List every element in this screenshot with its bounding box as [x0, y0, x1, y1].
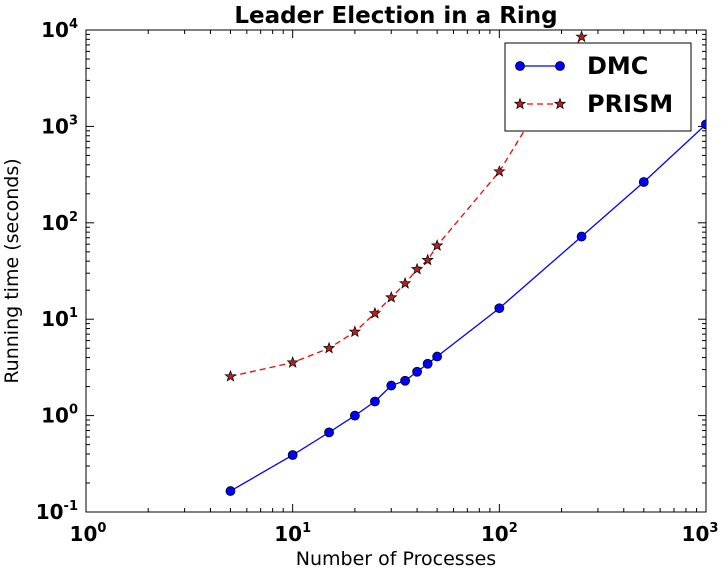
series-prism-point [385, 290, 398, 303]
y-tick-label: 10-1 [36, 499, 78, 524]
series-dmc-point [638, 177, 649, 187]
legend-dmc-marker-2 [555, 61, 565, 71]
legend-prism-marker-2 [553, 97, 567, 110]
series-dmc-line [230, 123, 706, 492]
series-dmc-point [701, 119, 706, 130]
series-dmc-point [370, 396, 380, 407]
y-tick-label: 100 [41, 403, 78, 428]
legend-prism-label: PRISM [587, 90, 673, 118]
y-tick-label: 102 [41, 210, 78, 235]
legend-dmc-label: DMC [587, 52, 648, 80]
series-dmc-point [412, 366, 422, 377]
series-dmc-point [422, 358, 433, 369]
y-tick-label: 101 [41, 306, 78, 331]
legend-prism-markers [513, 97, 567, 110]
series-dmc-point [324, 427, 334, 438]
series-prism-point [322, 341, 336, 354]
x-tick-label: 100 [70, 521, 107, 546]
legend-box [504, 42, 692, 132]
series-prism-point [430, 239, 444, 251]
series-dmc-point [494, 303, 505, 314]
chart-title: Leader Election in a Ring [234, 3, 557, 29]
legend-prism-marker-1 [513, 97, 527, 110]
legend-dmc-marker-1 [515, 61, 525, 71]
series-dmc-point [225, 486, 236, 496]
series-dmc-point [576, 231, 587, 242]
series-prism-point [286, 356, 299, 368]
series-prism-point [348, 325, 362, 338]
x-axis-label: Number of Processes [296, 548, 496, 570]
series-dmc-point [349, 410, 360, 421]
series-prism-point [493, 165, 506, 177]
x-tick-label: 102 [481, 521, 518, 546]
y-axis-label: Running time (seconds) [1, 158, 23, 383]
series-layer [224, 30, 706, 496]
series-dmc-point [400, 375, 411, 386]
y-tick-label: 104 [41, 17, 78, 42]
series-prism-point [410, 262, 424, 275]
series-prism-point [421, 253, 434, 266]
series-prism-point [368, 306, 382, 319]
series-dmc-point [287, 450, 298, 460]
x-tick-label: 101 [274, 521, 311, 546]
series-dmc-point [432, 351, 443, 362]
series-prism-point [398, 276, 412, 289]
series-prism-point [224, 369, 237, 382]
legend: DMC PRISM [504, 42, 692, 132]
y-tick-label: 103 [41, 113, 78, 138]
series-dmc-point [386, 380, 397, 391]
series-prism-point [575, 30, 588, 43]
series-prism-line [230, 36, 583, 378]
x-tick-label: 103 [682, 521, 719, 546]
